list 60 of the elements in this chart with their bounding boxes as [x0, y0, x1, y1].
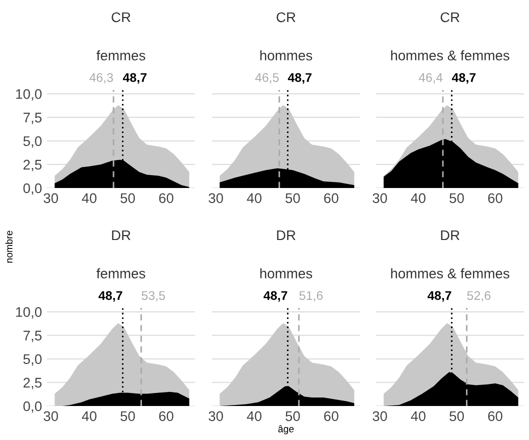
ref-line-label: 48,7: [98, 291, 122, 302]
x-tick-label: 30: [208, 193, 224, 204]
chart-title: DR: [112, 230, 130, 240]
x-tick-label: 50: [286, 193, 300, 204]
chart-title: CR: [440, 12, 460, 22]
x-tick-label: 40: [246, 411, 262, 422]
chart-title: DR: [277, 230, 296, 240]
ref-line-label: 48,7: [288, 73, 312, 84]
chart-subtitle: hommes: [260, 50, 312, 60]
ref-line-label: 51,6: [299, 291, 323, 302]
chart-subtitle: hommes & femmes: [391, 268, 510, 278]
x-tick-label: 50: [450, 411, 464, 422]
x-tick-label: 60: [159, 193, 174, 204]
y-tick-label: 7,5: [24, 330, 42, 342]
x-tick-label: 50: [286, 411, 300, 422]
chart-title: CR: [276, 12, 296, 22]
y-tick-label: 0,0: [23, 183, 42, 195]
x-tick-label: 30: [44, 193, 58, 204]
ref-line-label: 52,6: [467, 291, 490, 302]
ref-line-label: 48,7: [122, 73, 147, 84]
x-tick-label: 50: [450, 193, 464, 204]
y-tick-label: 5,0: [23, 354, 42, 366]
ref-line-label: 46,5: [255, 73, 279, 84]
ref-line-label: 53,5: [142, 291, 165, 302]
x-tick-label: 40: [82, 193, 96, 204]
chart-subtitle: hommes: [260, 268, 312, 278]
y-tick-label: 2,5: [24, 378, 42, 390]
y-tick-label: 10,0: [16, 307, 42, 319]
x-tick-label: 30: [372, 193, 388, 204]
x-tick-label: 50: [120, 193, 135, 204]
x-tick-label: 40: [246, 193, 262, 204]
ref-line-label: 48,7: [264, 291, 288, 302]
x-tick-label: 50: [120, 411, 135, 422]
ref-line-label: 46,4: [418, 73, 443, 84]
chart-subtitle: hommes & femmes: [391, 50, 510, 60]
y-axis-title: nombre: [5, 230, 13, 263]
chart-title: DR: [441, 230, 460, 240]
y-tick-label: 2,5: [24, 160, 42, 172]
ref-line-label: 48,7: [452, 73, 476, 84]
y-tick-label: 10,0: [16, 89, 42, 101]
chart-subtitle: femmes: [96, 50, 146, 60]
y-tick-label: 0,0: [23, 401, 42, 413]
x-tick-label: 40: [82, 411, 96, 422]
x-tick-label: 30: [208, 411, 224, 422]
ref-line-label: 46,3: [89, 73, 113, 84]
x-tick-label: 60: [488, 411, 502, 422]
ref-line-label: 48,7: [428, 291, 452, 302]
x-tick-label: 60: [488, 193, 502, 204]
x-axis-title: âge: [278, 425, 294, 434]
x-tick-label: 60: [159, 411, 174, 422]
y-tick-label: 5,0: [23, 136, 42, 148]
chart-subtitle: femmes: [96, 268, 146, 278]
x-tick-label: 40: [410, 193, 426, 204]
x-tick-label: 40: [410, 411, 426, 422]
x-tick-label: 30: [372, 411, 388, 422]
x-tick-label: 60: [324, 193, 338, 204]
chart-title: CR: [112, 12, 130, 22]
x-tick-label: 60: [324, 411, 338, 422]
y-tick-label: 7,5: [24, 112, 42, 124]
x-tick-label: 30: [44, 411, 58, 422]
